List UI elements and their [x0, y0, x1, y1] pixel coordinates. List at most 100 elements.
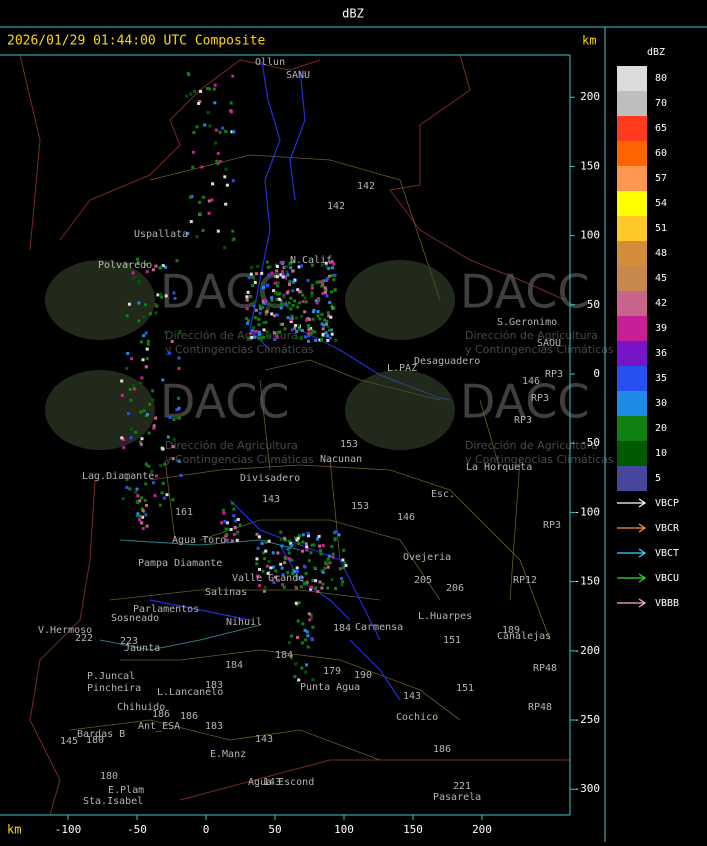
- echo: [327, 314, 331, 318]
- echo: [198, 100, 202, 104]
- echo: [293, 278, 297, 282]
- echo: [313, 330, 317, 334]
- legend-swatch: [617, 291, 647, 316]
- echo: [177, 356, 181, 360]
- echo: [320, 337, 323, 341]
- echo: [145, 524, 149, 528]
- echo: [154, 474, 158, 478]
- place-label: S.Geronimo: [497, 317, 557, 328]
- echo: [293, 326, 297, 330]
- echo: [135, 257, 139, 261]
- echo: [304, 542, 308, 546]
- echo: [263, 586, 267, 589]
- echo: [141, 515, 145, 519]
- place-label: 143: [255, 734, 273, 745]
- echo: [256, 546, 260, 550]
- echo: [232, 514, 236, 518]
- echo: [269, 566, 273, 570]
- echo: [168, 416, 172, 419]
- echo: [236, 530, 240, 534]
- echo: [186, 232, 190, 235]
- echo: [283, 538, 287, 542]
- legend-swatch: [617, 316, 647, 341]
- echo: [139, 340, 143, 344]
- echo: [279, 306, 283, 310]
- echo: [254, 330, 258, 334]
- echo: [337, 533, 341, 537]
- radar-arrowhead: [638, 523, 647, 533]
- radar-name: VBBB: [655, 598, 679, 609]
- echo: [161, 481, 165, 485]
- echo: [154, 416, 158, 420]
- echo: [272, 289, 276, 293]
- watermark-line: y Contingencias Climáticas: [465, 343, 614, 356]
- echo: [307, 339, 310, 343]
- echo: [156, 293, 160, 297]
- echo: [291, 269, 295, 273]
- echo: [261, 306, 264, 309]
- place-label: Ollun: [255, 57, 285, 68]
- place-label: SAOU: [537, 338, 561, 349]
- echo: [281, 322, 284, 326]
- echo: [258, 584, 262, 588]
- echo: [305, 548, 309, 552]
- echo: [288, 641, 292, 645]
- echo: [286, 547, 290, 551]
- echo: [309, 551, 313, 555]
- echo: [130, 357, 134, 361]
- echo: [280, 544, 284, 548]
- echo: [300, 549, 304, 553]
- echo: [235, 538, 239, 542]
- echo: [288, 282, 291, 286]
- echo: [284, 265, 288, 269]
- echo: [295, 330, 299, 333]
- echo: [274, 275, 277, 278]
- place-label: Canalejas: [497, 631, 551, 642]
- echo: [311, 263, 314, 267]
- echo: [177, 459, 181, 463]
- echo: [177, 367, 181, 370]
- echo: [301, 540, 305, 544]
- echo: [264, 540, 268, 544]
- echo: [341, 558, 345, 562]
- echo: [334, 530, 338, 534]
- echo: [290, 543, 294, 547]
- echo: [328, 301, 332, 304]
- legend-swatch: [617, 216, 647, 241]
- echo: [164, 330, 168, 334]
- echo: [325, 279, 329, 282]
- echo: [211, 182, 215, 186]
- echo: [286, 273, 290, 277]
- radar-name: VBCU: [655, 573, 679, 584]
- watermark-name: DACC: [160, 265, 290, 319]
- echo: [291, 260, 295, 264]
- place-label: Chihuido: [117, 702, 165, 713]
- echo: [321, 332, 325, 336]
- echo: [312, 543, 316, 547]
- echo: [198, 212, 202, 216]
- echo: [141, 527, 145, 530]
- echo: [331, 555, 335, 559]
- echo: [151, 268, 155, 272]
- echo: [220, 521, 223, 525]
- echo: [283, 327, 287, 331]
- echo: [151, 398, 155, 402]
- echo: [328, 274, 331, 278]
- place-label: Pincheira: [87, 683, 141, 694]
- echo: [206, 111, 210, 115]
- legend-label: 39: [655, 323, 667, 334]
- echo: [325, 264, 329, 268]
- echo: [144, 331, 148, 335]
- echo: [308, 618, 312, 622]
- place-label: 146: [397, 512, 415, 523]
- echo: [172, 437, 176, 441]
- echo: [282, 265, 286, 269]
- echo: [343, 561, 347, 565]
- watermark-name: DACC: [460, 375, 590, 429]
- echo: [266, 572, 270, 575]
- echo: [327, 554, 331, 558]
- echo: [276, 284, 280, 288]
- echo: [213, 83, 217, 87]
- echo: [267, 273, 271, 277]
